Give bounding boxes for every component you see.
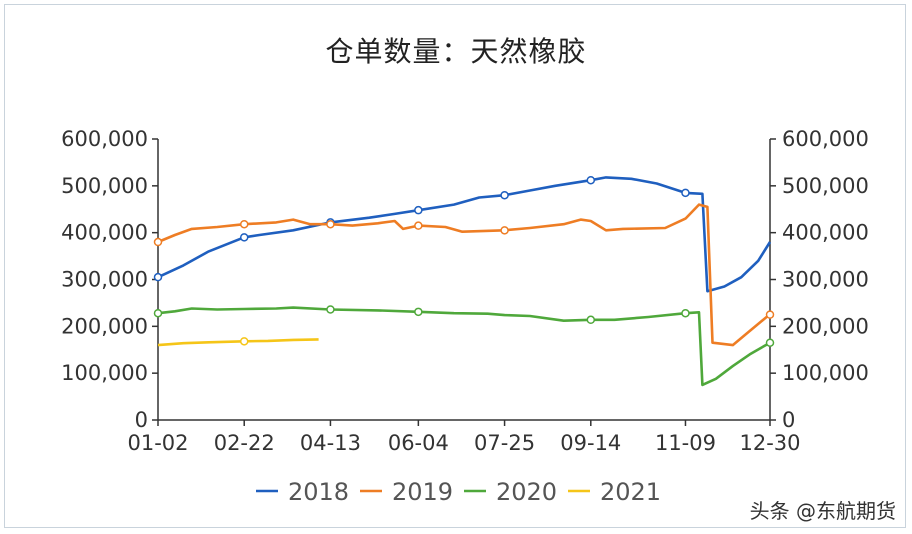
watermark: 头条 @东航期货 (749, 499, 896, 523)
marker-2020 (765, 338, 775, 347)
marker-2019 (326, 219, 335, 229)
y-tick-label-left: 600,000 (61, 127, 148, 151)
marker-2019 (414, 221, 423, 230)
legend-label-2018: 2018 (288, 478, 349, 506)
marker-2018 (586, 175, 596, 185)
x-tick-label: 06-04 (388, 431, 449, 455)
x-tick-label: 09-14 (560, 431, 621, 455)
y-tick-label-right: 200,000 (782, 314, 869, 338)
y-tick-label-left: 200,000 (61, 314, 148, 338)
marker-2018 (500, 190, 509, 200)
axes: 0 0 100,000 100,000 200,000 200,000 300,000 300… (61, 127, 869, 455)
y-tick-label-right: 300,000 (782, 268, 869, 292)
y-tick-label-right: 500,000 (782, 174, 869, 198)
chart-title: 仓单数量：天然橡胶 (325, 35, 587, 68)
y-tick-label-right: 0 (782, 408, 795, 432)
series-line-2021 (157, 338, 319, 347)
y-tick-label-right: 100,000 (782, 361, 869, 385)
y-tick-label-left: 100,000 (61, 361, 148, 385)
marker-2020 (326, 305, 335, 314)
y-tick-label-left: 500,000 (61, 174, 148, 198)
series-markers (153, 175, 775, 347)
marker-2019 (765, 310, 775, 319)
legend: 2018 2019 2020 2021 (256, 478, 661, 506)
y-tick-label-left: 400,000 (61, 221, 148, 245)
legend-label-2021: 2021 (600, 478, 661, 506)
series-line-2018 (157, 176, 772, 293)
marker-2020 (414, 307, 423, 317)
x-tick-label: 01-02 (127, 431, 188, 455)
marker-2020 (153, 308, 163, 318)
legend-label-2019: 2019 (392, 478, 453, 506)
y-tick-label-left: 0 (135, 408, 148, 432)
series-line-2020 (157, 306, 771, 387)
marker-2021 (239, 337, 249, 346)
marker-2020 (681, 308, 690, 318)
marker-2018 (414, 205, 423, 215)
marker-2019 (239, 219, 249, 229)
legend-label-2020: 2020 (496, 478, 557, 506)
x-tick-label: 07-25 (474, 431, 535, 455)
y-tick-label-left: 300,000 (61, 268, 148, 292)
marker-2018 (153, 272, 163, 282)
marker-2018 (681, 188, 690, 198)
chart-frame (4, 4, 906, 528)
x-tick-label: 12-30 (739, 431, 800, 455)
marker-2018 (239, 233, 249, 242)
marker-2019 (153, 237, 163, 247)
x-tick-label: 11-09 (655, 431, 716, 455)
marker-2020 (586, 315, 596, 325)
y-tick-label-right: 600,000 (782, 127, 869, 151)
series-lines (157, 176, 772, 387)
x-tick-label: 02-22 (214, 431, 275, 455)
marker-2019 (500, 226, 509, 235)
y-tick-label-right: 400,000 (782, 221, 869, 245)
series-line-2019 (157, 203, 771, 347)
x-tick-label: 04-13 (300, 431, 361, 455)
